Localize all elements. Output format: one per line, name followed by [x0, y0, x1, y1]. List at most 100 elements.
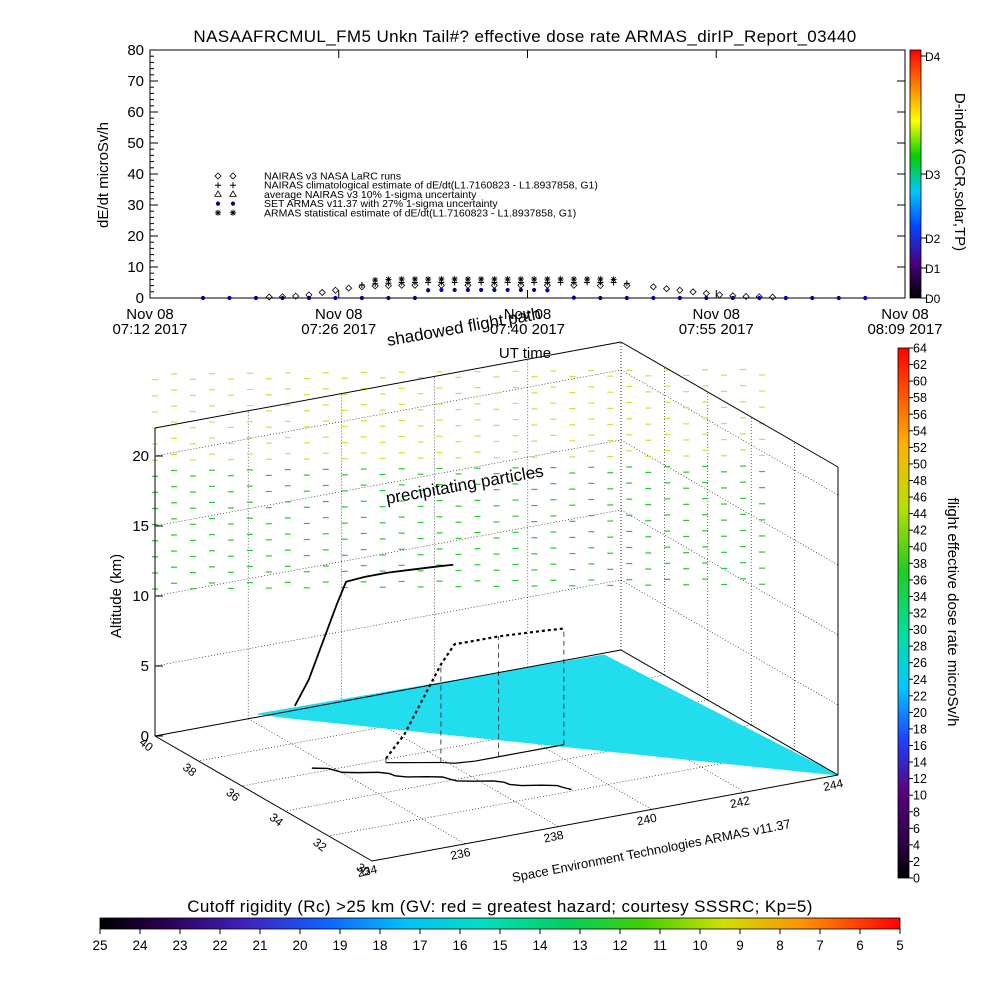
lon-axis-line [371, 774, 839, 862]
rigidity-tick-label: 19 [332, 938, 347, 953]
asterisk-point [584, 276, 591, 283]
diamond-point [649, 283, 657, 291]
top-y-tick-label: 80 [127, 42, 144, 59]
rigidity-tick-label: 22 [212, 938, 227, 953]
asterisk-point [610, 276, 617, 283]
top-y-tick-label: 20 [127, 228, 144, 245]
rigidity-tick-label: 25 [92, 938, 107, 953]
cutoff-rigidity-label: Cutoff rigidity (Rc) >25 km (GV: red = g… [187, 897, 813, 916]
series-asterisk [372, 276, 617, 284]
dose-rate-tick-label: 6 [913, 822, 920, 836]
dose-rate-tick-label: 4 [913, 838, 920, 852]
coastline [311, 767, 572, 791]
top-x-tick-date: Nov 08 [504, 306, 552, 323]
cutoff-rigidity-ticks: 25 24 23 22 21 20 19 18 17 16 15 14 13 12 11 10 9 8 7 6 5 [92, 929, 904, 953]
asterisk-point [531, 276, 538, 283]
dose-rate-tick-label: 2 [913, 855, 920, 869]
lat-tick-label: 34 [267, 810, 286, 829]
legend-triangle [229, 190, 237, 197]
lon-tick-label: 240 [636, 810, 659, 828]
legend-label: NAIRAS v3 NASA LaRC runs [264, 171, 401, 183]
series-dot [200, 287, 868, 301]
rigidity-tick-label: 23 [172, 938, 187, 953]
d-tick-label: D1 [925, 262, 941, 276]
dose-rate-tick-label: 0 [913, 872, 920, 886]
diamond-point [331, 286, 340, 294]
diamond-point [623, 282, 631, 290]
z-tick-label: 15 [132, 518, 149, 535]
diamond-point [676, 286, 684, 294]
rigidity-tick-label: 15 [492, 938, 507, 953]
dose-rate-tick-label: 14 [913, 756, 927, 770]
dose-rate-tick-label: 32 [913, 607, 927, 621]
top-y-tick-label: 70 [127, 73, 144, 90]
dose-rate-tick-label: 10 [913, 789, 927, 803]
d-index-colorbar [909, 49, 922, 299]
dose-rate-tick-label: 40 [913, 540, 927, 554]
side-top-edge [620, 341, 839, 468]
dose-rate-tick-label: 18 [913, 722, 927, 736]
asterisk-point [464, 276, 471, 283]
legend-label: SET ARMAS v11.37 with 27% 1-sigma uncert… [264, 198, 498, 210]
coastline-path [311, 767, 572, 791]
lon-tick-label: 242 [729, 793, 752, 811]
asterisk-point [372, 277, 379, 284]
asterisk-point [517, 276, 524, 283]
top-y-tick-label: 60 [127, 104, 144, 121]
precipitating-particles-annotation: precipitating particles [384, 461, 545, 507]
dose-rate-tick-label: 36 [913, 573, 927, 587]
legend-label: NAIRAS climatological estimate of dE/dt(… [264, 180, 598, 192]
top-x-tick-date: Nov 08 [692, 306, 740, 323]
dose-rate-tick-label: 8 [913, 805, 920, 819]
dose-rate-tick-label: 54 [913, 424, 927, 438]
plus-point [358, 281, 365, 288]
lon-tick-label: 236 [449, 845, 472, 863]
top-y-axis: 0 10 20 30 40 50 60 70 80 [127, 42, 905, 307]
rigidity-tick-label: 11 [653, 938, 667, 953]
z-tick-label: 20 [132, 448, 149, 465]
legend-label: ARMAS statistical estimate of dE/dt(L1.7… [264, 207, 576, 219]
asterisk-point [478, 276, 485, 283]
diamond-point [768, 293, 777, 301]
dose-rate-tick-label: 56 [913, 408, 927, 422]
z-tick-label: 5 [141, 658, 149, 675]
dose-rate-tick-label: 28 [913, 640, 927, 654]
back-floor-edge [154, 649, 622, 737]
asterisk-point [425, 276, 432, 283]
3d-grid [154, 342, 839, 862]
dose-rate-tick-label: 50 [913, 457, 927, 471]
z-tick-label: 0 [141, 728, 149, 745]
dose-rate-colorbar-ticks: 0246810121416182022242628303234363840424… [909, 342, 927, 886]
top-y-tick-label: 30 [127, 197, 144, 214]
rigidity-tick-label: 24 [132, 938, 148, 953]
rigidity-tick-label: 18 [372, 938, 387, 953]
dose-rate-tick-label: 44 [913, 507, 927, 521]
d-tick-label: D4 [925, 50, 941, 64]
lat-tick-label: 40 [137, 735, 156, 754]
asterisk-point [544, 276, 551, 283]
diamond-point [596, 282, 604, 290]
credit-label: Space Environment Technologies ARMAS v11… [511, 816, 792, 885]
top-x-tick-time: 08:09 2017 [867, 321, 942, 338]
dose-rate-tick-label: 34 [913, 590, 927, 604]
rigidity-tick-label: 16 [452, 938, 467, 953]
floor-gridline-lon [248, 718, 466, 845]
dose-rate-tick-label: 64 [913, 342, 927, 356]
altitude-axis-label: Altitude (km) [108, 554, 125, 638]
diamond-point [214, 172, 222, 180]
back-wall-gridline [154, 369, 622, 457]
rigidity-tick-label: 17 [412, 938, 427, 953]
diamond-point [318, 288, 326, 296]
dose-rate-tick-label: 20 [913, 706, 927, 720]
top-y-tick-label: 40 [127, 166, 144, 183]
asterisk-point [438, 276, 445, 283]
rigidity-tick-label: 6 [856, 938, 864, 953]
diamond-point [265, 293, 273, 301]
top-y-tick-label: 0 [136, 290, 144, 307]
lon-tick-label: 244 [822, 776, 845, 794]
asterisk-point [557, 276, 564, 283]
legend-label: average NAIRAS v3 10% 1-sigma uncertaint… [264, 189, 477, 201]
rigidity-tick-label: 5 [896, 938, 904, 953]
